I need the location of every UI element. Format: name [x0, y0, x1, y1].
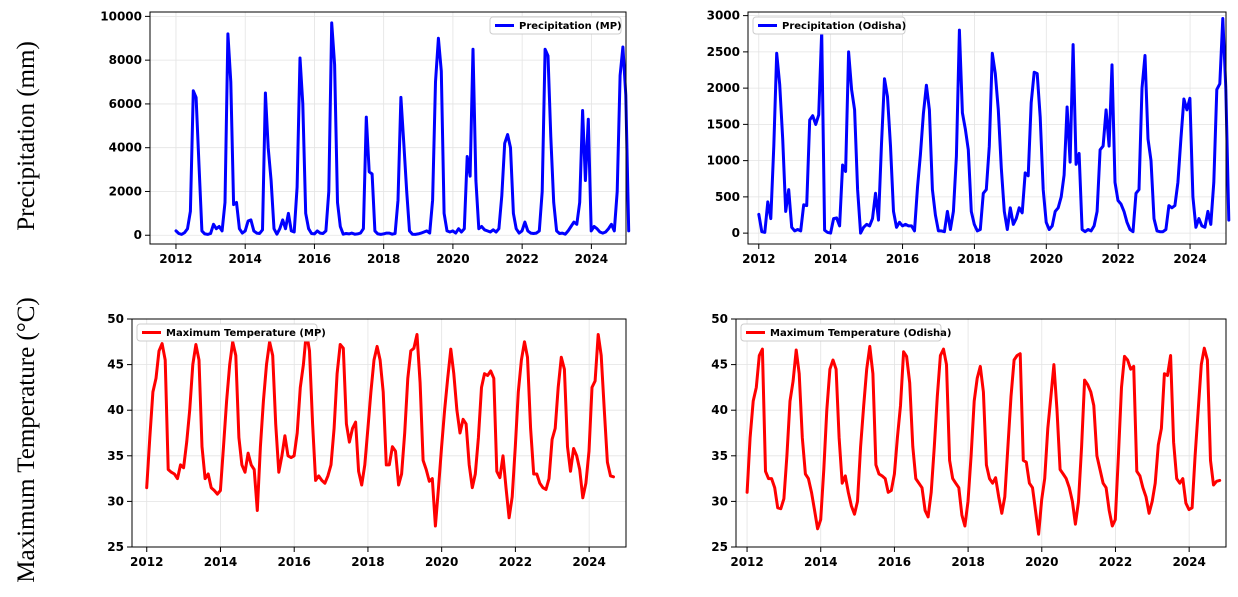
- y-tick-label: 500: [715, 190, 740, 204]
- legend-box: [752, 16, 906, 35]
- y-tick-label: 2000: [109, 184, 142, 198]
- legend: Precipitation (Odisha): [752, 16, 906, 35]
- bottom-row-label: Maximum Temperature (°C): [13, 297, 40, 583]
- y-tick-label: 40: [711, 403, 728, 417]
- x-tick-label: 2020: [1025, 555, 1058, 569]
- x-tick-label: 2016: [298, 252, 331, 266]
- x-tick-label: 2018: [958, 252, 991, 266]
- series-line: [745, 344, 1222, 536]
- y-tick-label: 25: [711, 540, 728, 554]
- y-tick-label: 45: [711, 358, 728, 372]
- x-tick-label: 2018: [951, 555, 984, 569]
- x-tick-label: 2024: [575, 252, 608, 266]
- legend-box: [136, 323, 318, 342]
- legend-box: [740, 323, 942, 342]
- x-tick-label: 2024: [1172, 555, 1205, 569]
- y-tick-label: 40: [107, 403, 124, 417]
- y-tick-label: 50: [107, 312, 124, 326]
- x-tick-label: 2020: [425, 555, 458, 569]
- legend-label: Maximum Temperature (Odisha): [770, 328, 951, 339]
- chart-precipitation-odisha: 2012 2014 2016 2018 2020 2022 2024 0 500 1000 1500…: [707, 9, 1231, 266]
- y-tick-label: 35: [711, 449, 728, 463]
- grid: [736, 318, 1226, 548]
- chart-max-temperature-odisha: 2012 2014 2016 2018 2020 2022 2024 25 30 35 40 45 50…: [711, 312, 1227, 569]
- y-tick-label: 45: [107, 358, 124, 372]
- x-tick-label: 2022: [1101, 252, 1134, 266]
- y-tick-label: 30: [711, 494, 728, 508]
- y-tick-label: 2000: [707, 81, 740, 95]
- x-tick-label: 2024: [1173, 252, 1206, 266]
- axes-frame: [149, 11, 627, 245]
- top-row-label: Precipitation (mm): [13, 41, 40, 231]
- x-tick-label: 2020: [1030, 252, 1063, 266]
- x-tick-label: 2014: [228, 252, 261, 266]
- x-tick-label: 2012: [742, 252, 775, 266]
- x-tick-label: 2018: [351, 555, 384, 569]
- legend: Maximum Temperature (Odisha): [740, 323, 951, 342]
- y-tick-label: 1000: [707, 154, 740, 168]
- x-tick-label: 2022: [1099, 555, 1132, 569]
- legend-label: Precipitation (MP): [519, 21, 622, 32]
- x-tick-label: 2024: [572, 555, 605, 569]
- y-tick-label: 4000: [109, 141, 142, 155]
- axes-frame: [131, 318, 627, 548]
- legend: Precipitation (MP): [489, 16, 622, 35]
- chart-precipitation-mp: 2012 2014 2016 2018 2020 2022 2024 0 2000 4000 600…: [100, 9, 631, 266]
- y-tick-label: 8000: [109, 53, 142, 67]
- series-line: [757, 17, 1231, 235]
- legend-label: Precipitation (Odisha): [782, 21, 906, 32]
- chart-max-temperature-mp: 2012 2014 2016 2018 2020 2022 2024 25 30 35 40 45 50…: [107, 312, 627, 569]
- series-line: [145, 330, 615, 528]
- y-tick-label: 1500: [707, 117, 740, 131]
- x-tick-label: 2012: [130, 555, 163, 569]
- legend-label: Maximum Temperature (MP): [166, 328, 326, 339]
- x-tick-label: 2016: [886, 252, 919, 266]
- x-tick-label: 2016: [878, 555, 911, 569]
- y-tick-label: 0: [732, 226, 740, 240]
- legend-box: [489, 16, 622, 35]
- x-tick-label: 2014: [814, 252, 847, 266]
- x-tick-label: 2012: [730, 555, 763, 569]
- axes-frame: [735, 318, 1227, 548]
- y-tick-label: 0: [134, 228, 142, 242]
- y-tick-label: 3000: [707, 9, 740, 23]
- y-tick-label: 2500: [707, 45, 740, 59]
- x-tick-label: 2014: [204, 555, 237, 569]
- x-tick-label: 2020: [436, 252, 469, 266]
- y-tick-label: 30: [107, 494, 124, 508]
- y-tick-label: 6000: [109, 97, 142, 111]
- x-tick-label: 2012: [159, 252, 192, 266]
- legend: Maximum Temperature (MP): [136, 323, 326, 342]
- y-tick-label: 25: [107, 540, 124, 554]
- y-tick-label: 50: [711, 312, 728, 326]
- x-tick-label: 2014: [804, 555, 837, 569]
- x-tick-label: 2022: [499, 555, 532, 569]
- x-tick-label: 2022: [505, 252, 538, 266]
- x-tick-label: 2016: [278, 555, 311, 569]
- y-tick-label: 35: [107, 449, 124, 463]
- axes-frame: [747, 11, 1227, 245]
- x-tick-label: 2018: [367, 252, 400, 266]
- y-tick-label: 10000: [100, 9, 142, 23]
- series-line: [174, 21, 631, 236]
